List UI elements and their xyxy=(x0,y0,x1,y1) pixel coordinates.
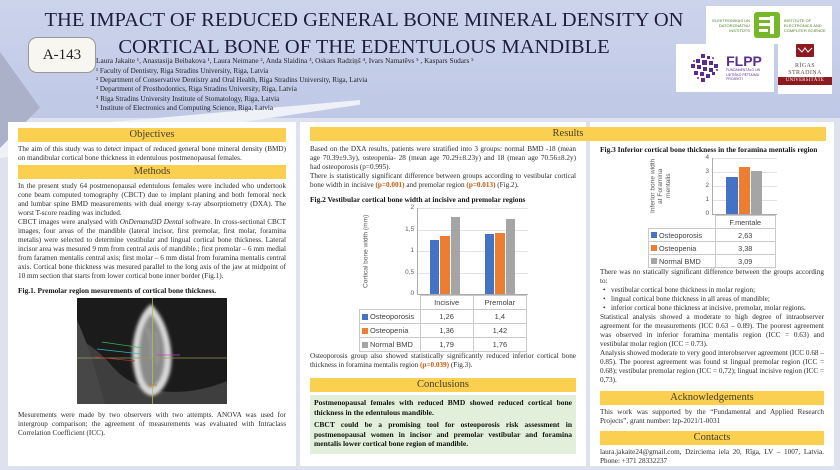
fig1-caption: Fig.1. Premolar region mesurements of co… xyxy=(18,286,217,295)
y-tick-label: 1,5 xyxy=(405,225,414,233)
y-tick-label: 0 xyxy=(705,210,709,218)
fig1-image-wrap xyxy=(18,298,286,409)
logo-edi: ELEKTRONIKAS UN DATORZINĀTŅU INSTITŪTS I… xyxy=(706,6,832,44)
results-paragraph-1: Based on the DXA results, patients were … xyxy=(310,145,576,171)
y-tick-label: 0 xyxy=(410,290,414,298)
fig3-bar-chart: Inferior bone width at Foramina mentalis… xyxy=(648,154,777,269)
plot-area xyxy=(417,208,528,296)
contacts-text: laura.jakaite24@gmail.com, Dzirciema iel… xyxy=(600,448,824,466)
bar-osteoporosis xyxy=(484,234,494,295)
bar-osteoporosis xyxy=(429,240,439,295)
affiliation-1: ¹ Faculty of Dentistry, Riga Stradins Un… xyxy=(96,66,269,75)
y-axis-label: Inferior bone width at Foramina mentalis xyxy=(649,159,672,214)
bar-normal-bmd xyxy=(450,217,461,295)
acknowledgements-text: This work was supported by the “Fundamen… xyxy=(600,408,824,426)
chart-legend-table: F.mentale Osteoporosis 2,63 Osteopenia 3,38 N… xyxy=(648,215,776,269)
column-left: Objectives The aim of this study was to … xyxy=(8,122,296,466)
y-tick-label: 3 xyxy=(705,168,709,176)
chart-legend-table: Incisive Premolar Osteoporosis 1,26 1,4 Osteo… xyxy=(359,295,528,353)
methods-paragraph-2: CBCT images were analysed with OnDemand3… xyxy=(18,218,287,280)
bar-osteoporosis xyxy=(726,177,738,215)
conclusion-line-1: Postmenopausal females with reduced BMD … xyxy=(314,398,572,417)
flpp-subtitle: FUNDAMENTĀLO UN LIETIŠĶO PĒTĪJUMU PROJEK… xyxy=(726,68,761,82)
bar-osteopenia xyxy=(495,233,505,295)
page-title: THE IMPACT OF REDUCED GENERAL BONE MINER… xyxy=(18,7,710,60)
affiliation-2: ² Department of Conservative Dentistry a… xyxy=(96,76,368,84)
authors-block: Laura Jakaite ¹, Anastasija Beibakova ¹,… xyxy=(96,56,656,114)
section-header-results: Results xyxy=(310,127,826,141)
y-tick-label: 2 xyxy=(705,182,709,190)
section-header-acknowledgements: Acknowledgements xyxy=(600,391,824,406)
edi-right-text: INSTITUTE OF ELECTRONICS AND COMPUTER SC… xyxy=(783,17,826,33)
bullet-2: lingual cortical bone thickness in all a… xyxy=(600,295,824,304)
rsu-line-1: RĪGAS xyxy=(794,63,815,69)
flpp-text: FLPP FUNDAMENTĀLO UN LIETIŠĶO PĒTĪJUMU P… xyxy=(726,54,762,81)
rsu-line-3: UNIVERSITĀTE xyxy=(778,77,832,86)
y-tick-label: 1 xyxy=(705,196,709,204)
poster-number-badge: A-143 xyxy=(28,37,96,73)
bullet-1: vestibular cortical bone thickness in mo… xyxy=(600,286,824,295)
section-header-objectives: Objectives xyxy=(18,128,286,142)
bullet-3: inferior cortical bone thickness at inci… xyxy=(600,304,824,313)
column-middle: Based on the DXA results, patients were … xyxy=(300,122,586,466)
fig1-note: Mesurements were made by two observers w… xyxy=(18,411,286,438)
stats-paragraph-2: Analysis showed moderate to very good in… xyxy=(600,349,824,385)
flpp-pixel-brain-icon xyxy=(691,54,719,82)
affiliation-3: ³ Department of Prosthodontics, Riga Str… xyxy=(96,85,297,94)
affiliation-5: ⁵ Institute of Electronics and Computing… xyxy=(96,104,274,113)
column-right: Fig.3 Inferior cortical bone thickness i… xyxy=(590,122,834,466)
p-value-premolar: (p=0.013) xyxy=(466,181,496,189)
y-tick-label: 2 xyxy=(410,204,414,212)
bar-osteopenia xyxy=(738,166,750,215)
section-header-methods: Methods xyxy=(18,165,286,179)
logo-rsu: RĪGAS STRADIŅA UNIVERSITĀTE xyxy=(778,42,832,94)
section-header-conclusions: Conclusions xyxy=(310,378,576,393)
fig2-bar-chart: Cortical bone width (mm) 0 0,5 1 1,5 2 Incisiv… xyxy=(359,204,528,353)
title-line-1: THE IMPACT OF REDUCED GENERAL BONE MINER… xyxy=(44,9,684,31)
y-axis-label: Cortical bone width (mm) xyxy=(362,214,370,288)
y-tick-label: 4 xyxy=(705,154,709,162)
results-paragraph-2: There is statistically significant diffe… xyxy=(310,172,576,189)
plot-area xyxy=(712,158,777,216)
p-value-incisive: (p=0.001) xyxy=(375,181,405,189)
conclusions-text: Postmenopausal females with reduced BMD … xyxy=(310,395,576,454)
logo-flpp: FLPP FUNDAMENTĀLO UN LIETIŠĶO PĒTĪJUMU P… xyxy=(676,44,774,92)
section-header-contacts: Contacts xyxy=(600,431,824,446)
bar-osteopenia xyxy=(440,235,450,295)
title-line-2: CORTICAL BONE OF THE EDENTULOUS MANDIBLE xyxy=(118,35,610,58)
stats-paragraph-1: Statistical analysis showed a moderate t… xyxy=(600,313,824,349)
y-tick-label: 0,5 xyxy=(405,268,414,276)
edi-glyph-icon xyxy=(753,12,780,38)
fig2-note: Osteoporosis group also showed statistic… xyxy=(310,352,576,370)
fig2-caption: Fig.2 Vestibular cortical bone width at … xyxy=(310,195,526,204)
fig3-caption: Fig.3 Inferior cortical bone thickness i… xyxy=(600,145,818,154)
flpp-name: FLPP xyxy=(726,53,762,70)
no-difference-intro: There was no statically significant diff… xyxy=(600,268,824,286)
y-tick-label: 1 xyxy=(410,247,414,255)
conclusion-line-2: CBCT could be a promising tool for osteo… xyxy=(314,419,572,449)
methods-paragraph-1: In the present study 64 postmenopausal e… xyxy=(18,182,286,217)
bar-normal-bmd xyxy=(505,218,516,295)
cbct-image xyxy=(77,298,227,405)
rsu-crest-icon xyxy=(796,44,814,57)
software-name: OnDemand3D Dental xyxy=(119,218,184,226)
bar-normal-bmd xyxy=(751,171,763,215)
authors-line: Laura Jakaite ¹, Anastasija Beibakova ¹,… xyxy=(96,56,474,65)
edi-left-text: ELEKTRONIKAS UN DATORZINĀTŅU INSTITŪTS xyxy=(712,17,750,33)
affiliation-4: ⁴ Riga Stradins University Institute of … xyxy=(96,94,280,103)
rsu-line-2: STRADIŅA xyxy=(788,70,822,77)
p-value-fmentalis: (p=0.039) xyxy=(419,361,450,370)
objectives-text: The aim of this study was to detect impa… xyxy=(18,145,286,162)
